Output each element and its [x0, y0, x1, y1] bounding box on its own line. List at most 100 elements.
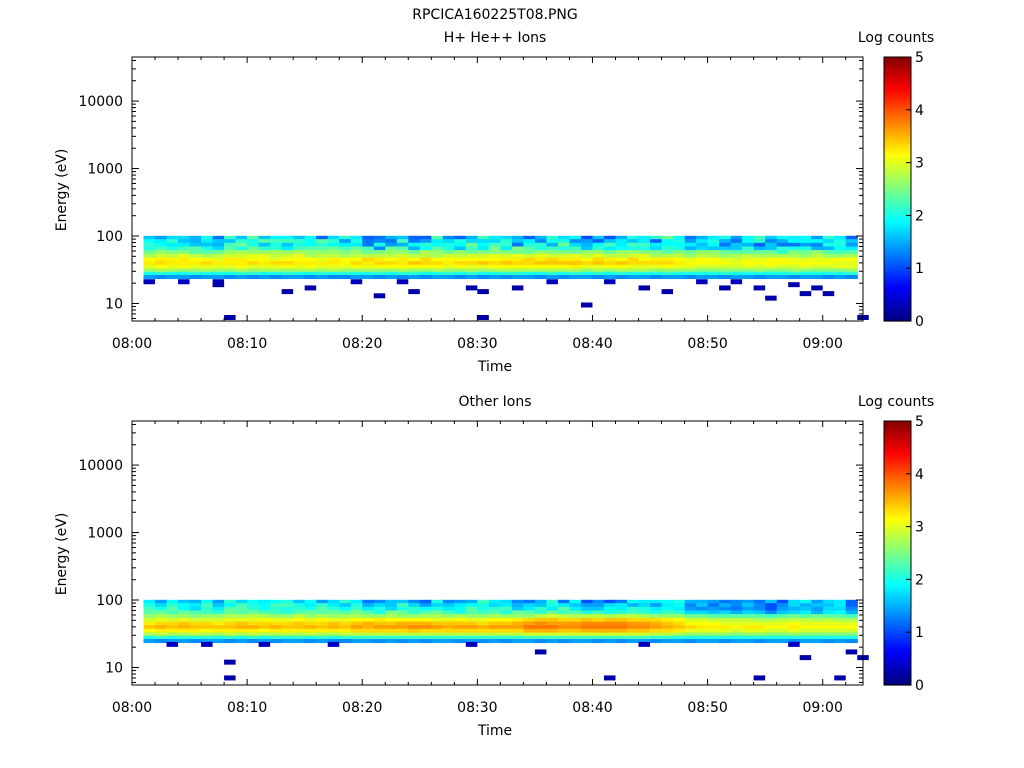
- colorbar-segment: [884, 268, 911, 272]
- heatmap-cell: [799, 264, 812, 270]
- colorbar-segment: [884, 138, 911, 143]
- heatmap-cell: [293, 268, 306, 273]
- heatmap-cell: [373, 293, 386, 299]
- heatmap-cell: [396, 617, 409, 623]
- heatmap-cell: [465, 235, 478, 240]
- colorbar-segment: [884, 624, 911, 628]
- heatmap-cell: [707, 638, 720, 644]
- heatmap-cell: [166, 617, 179, 623]
- heatmap-cell: [396, 632, 409, 637]
- heatmap-cell: [396, 610, 409, 615]
- heatmap-cell: [212, 610, 225, 615]
- heatmap-cell: [270, 264, 283, 270]
- heatmap-cell: [534, 625, 548, 630]
- heatmap-cell: [753, 614, 766, 619]
- heatmap-cell: [270, 271, 283, 276]
- heatmap-cell: [327, 274, 340, 280]
- heatmap-cell: [143, 239, 156, 244]
- heatmap-cell: [523, 599, 536, 604]
- heatmap-cell: [523, 239, 536, 244]
- heatmap-cell: [788, 599, 801, 604]
- heatmap-cell: [627, 253, 640, 259]
- heatmap-cell: [178, 606, 191, 612]
- heatmap-cell: [258, 606, 271, 612]
- heatmap-cell: [707, 257, 720, 262]
- heatmap-cell: [143, 614, 156, 619]
- heatmap-cell: [753, 603, 766, 608]
- heatmap-cell: [477, 638, 490, 644]
- heatmap-cell: [258, 635, 271, 640]
- heatmap-cell: [143, 599, 156, 604]
- heatmap-cell: [178, 271, 191, 276]
- heatmap-cell: [615, 621, 628, 626]
- heatmap-cell: [419, 599, 432, 604]
- heatmap-cell: [247, 614, 260, 619]
- colorbar-segment: [884, 629, 911, 633]
- heatmap-cell: [258, 239, 271, 244]
- heatmap-cell: [442, 268, 455, 273]
- y-axis-label: Energy (eV): [54, 149, 70, 232]
- heatmap-cell: [189, 268, 202, 273]
- heatmap-cell: [580, 625, 594, 630]
- heatmap-cell: [603, 261, 617, 266]
- heatmap-cell: [454, 606, 467, 612]
- colorbar-segment: [884, 492, 911, 496]
- colorbar-segment: [884, 136, 911, 140]
- heatmap-cell: [684, 617, 697, 623]
- colorbar-segment: [884, 117, 911, 121]
- colorbar-segment: [884, 655, 911, 660]
- colorbar-segment: [884, 207, 911, 211]
- colorbar-segment: [884, 112, 911, 116]
- heatmap-cell: [707, 264, 720, 270]
- heatmap-cell: [592, 242, 605, 248]
- heatmap-cell: [373, 632, 386, 637]
- heatmap-cell: [523, 638, 536, 644]
- heatmap-cell: [396, 264, 409, 270]
- heatmap-cell: [281, 614, 294, 619]
- heatmap-cell: [742, 235, 755, 240]
- heatmap-cell: [603, 279, 616, 285]
- heatmap-cell: [753, 599, 766, 604]
- heatmap-cell: [178, 246, 191, 251]
- heatmap-cell: [650, 625, 663, 630]
- heatmap-cell: [362, 261, 375, 266]
- heatmap-cell: [442, 606, 455, 612]
- heatmap-cell: [304, 257, 317, 262]
- heatmap-cell: [845, 603, 858, 608]
- heatmap-cell: [788, 635, 801, 640]
- heatmap-cell: [189, 635, 202, 640]
- heatmap-cell: [546, 603, 559, 608]
- heatmap-cell: [603, 271, 617, 276]
- colorbar-segment: [884, 247, 911, 251]
- colorbar-segment: [884, 107, 911, 111]
- heatmap-cell: [293, 264, 306, 270]
- heatmap-cell: [684, 614, 697, 619]
- heatmap-cell: [281, 264, 294, 270]
- heatmap-cell: [534, 257, 548, 262]
- colorbar-segment: [884, 518, 911, 522]
- heatmap-cell: [166, 610, 179, 615]
- heatmap-cell: [247, 271, 260, 276]
- colorbar-segment: [884, 428, 911, 433]
- heatmap-cell: [707, 621, 720, 626]
- heatmap-cell: [707, 250, 720, 255]
- heatmap-cell: [638, 621, 651, 626]
- heatmap-cell: [580, 261, 594, 266]
- heatmap-cell: [742, 261, 755, 266]
- colorbar-segment: [884, 244, 911, 248]
- heatmap-cell: [488, 606, 501, 612]
- heatmap-cell: [742, 599, 755, 604]
- heatmap-cell: [753, 264, 766, 270]
- heatmap-cell: [719, 635, 732, 640]
- heatmap-cell: [396, 235, 409, 240]
- heatmap-cell: [235, 271, 248, 276]
- colorbar-segment: [884, 175, 911, 180]
- heatmap-cell: [673, 599, 686, 604]
- colorbar-segment: [884, 178, 911, 182]
- heatmap-cell: [339, 628, 352, 634]
- heatmap-cell: [454, 250, 467, 255]
- heatmap-cell: [339, 257, 352, 262]
- heatmap-cell: [373, 261, 386, 266]
- heatmap-cell: [673, 239, 686, 244]
- heatmap-cell: [247, 628, 260, 634]
